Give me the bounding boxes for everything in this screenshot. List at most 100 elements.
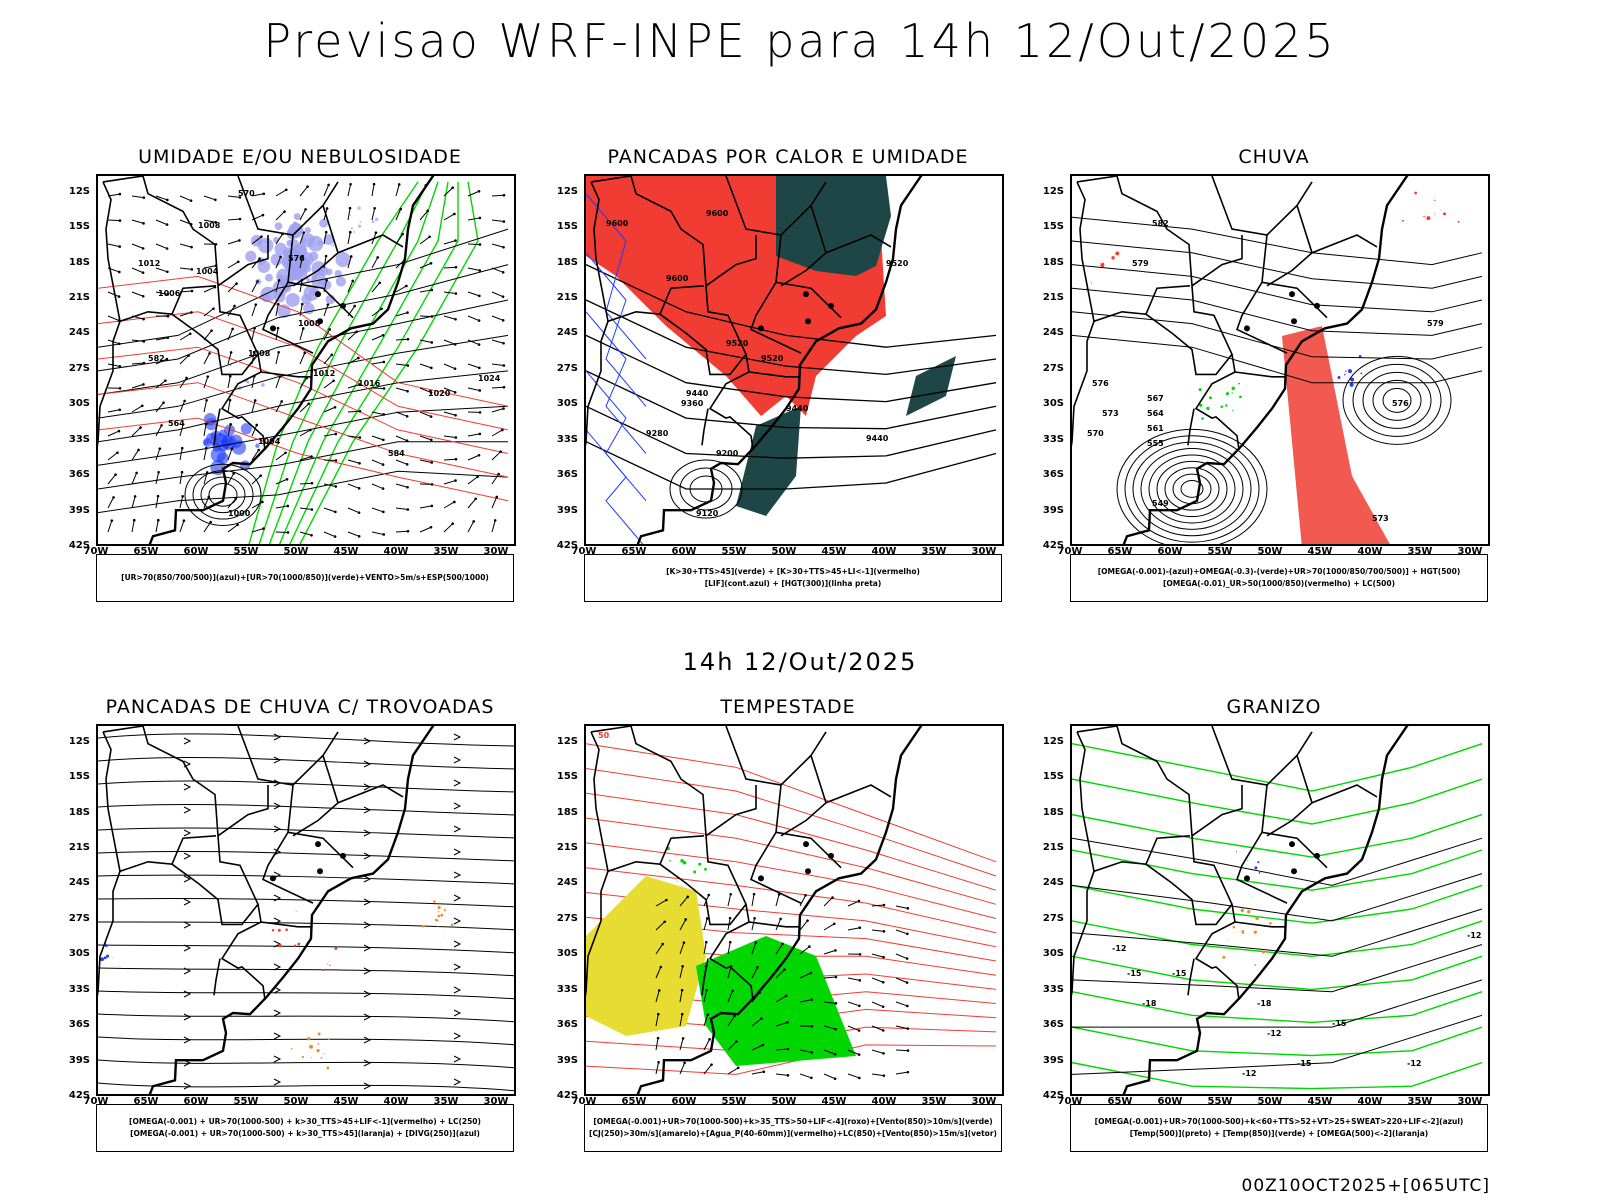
wind-vector: [275, 280, 280, 293]
lat-tick-label: 33S: [556, 433, 578, 445]
wind-vector: [491, 219, 504, 223]
map-frame[interactable]: 582 579 576 573 570 567 564 561 555 549 579 576 573: [1070, 174, 1490, 546]
rain-patch: [1232, 411, 1234, 413]
wind-vector: [227, 218, 241, 221]
contour-label: 1012: [313, 369, 335, 378]
wind-vector-head: [255, 423, 259, 427]
wind-vector-head: [430, 504, 434, 508]
wind-vector-head: [430, 483, 434, 486]
wind-vector-head: [372, 182, 376, 186]
wind-vector: [179, 355, 189, 365]
lon-tick-label: 40W: [383, 546, 409, 557]
wind-vector-head: [110, 519, 114, 522]
atlantic-coastline: [1122, 176, 1409, 544]
wind-vector-head: [132, 518, 136, 522]
lat-tick-label: 15S: [1042, 221, 1064, 233]
wind-vector: [395, 233, 404, 245]
map-frame[interactable]: [96, 724, 516, 1096]
lat-tick-label: 21S: [556, 292, 578, 303]
wind-vector-head: [207, 495, 211, 499]
lon-tick-label: 45W: [1307, 546, 1333, 557]
cloud-humidity-patch: [308, 288, 317, 296]
border-line: [1266, 802, 1313, 837]
map-frame[interactable]: 50: [584, 724, 1004, 1096]
wind-vector-head: [378, 281, 382, 285]
contour-label: 1008: [298, 319, 321, 328]
wind-vector: [347, 384, 360, 389]
wind-vector-head: [478, 294, 481, 298]
wind-vector-head: [310, 455, 313, 458]
wind-vector: [655, 966, 662, 979]
wind-vector-head: [382, 387, 386, 390]
lon-tick-label: 65W: [621, 546, 647, 557]
lat-tick-label: 39S: [556, 1054, 578, 1066]
wind-vector-head: [205, 398, 208, 402]
wind-vector: [299, 531, 312, 536]
wind-vector: [275, 256, 282, 269]
lon-tick-label: 70W: [1057, 546, 1083, 557]
wind-vector-head: [705, 988, 708, 992]
rain-patch: [1349, 382, 1354, 387]
lat-tick-label: 39S: [1042, 504, 1064, 516]
omega-patch: [1255, 916, 1259, 921]
temperature-500-contour: [1072, 979, 1483, 1028]
thickness-contour: [98, 275, 509, 407]
wind-vector-head: [118, 386, 122, 390]
contour-label: -15: [1297, 1059, 1312, 1068]
streamline-arrow: [453, 1032, 462, 1040]
lon-tick-label: 35W: [1407, 546, 1433, 557]
height-500-contour: [1124, 435, 1260, 543]
wind-vector: [251, 424, 258, 437]
wind-vector-head: [429, 415, 433, 418]
wind-vector: [275, 505, 288, 509]
wind-vector: [419, 363, 432, 369]
wind-vector-head: [786, 1047, 790, 1051]
cloud-humidity-patch: [359, 220, 362, 223]
isobar-line: [98, 370, 509, 443]
wind-vector: [251, 236, 262, 245]
wind-vector: [467, 363, 480, 369]
wind-vector: [179, 472, 183, 485]
divergence-patch: [104, 944, 108, 947]
cloud-humidity-patch: [349, 214, 352, 216]
wind-vector-head: [784, 994, 788, 998]
wind-vector-head: [156, 494, 160, 498]
temperature-850-contour: [1072, 743, 1483, 792]
contour-label: 1016: [358, 379, 381, 388]
wind-vector-head: [135, 471, 138, 475]
lat-tick-label: 42S: [556, 540, 578, 551]
thickness-contour: [98, 382, 509, 478]
border-line: [260, 371, 312, 378]
wind-vector: [107, 452, 118, 461]
wind-vector: [347, 208, 351, 221]
rain-patch: [1401, 219, 1404, 222]
streamline-arrow: [363, 1013, 372, 1021]
wind-vector: [131, 383, 144, 389]
map-frame[interactable]: 1008 1012 1004 1006 1008 1008 1012 1016 1020 1024…: [96, 174, 516, 546]
thunder-patch: [320, 1056, 323, 1059]
cloud-humidity-patch: [293, 213, 301, 221]
wind-vector-head: [189, 199, 193, 202]
wind-vector-head: [682, 941, 686, 944]
wind-vector-head: [833, 1077, 837, 1080]
wind-vector-head: [905, 981, 909, 984]
lon-tick-label: 30W: [971, 1096, 997, 1107]
wind-vector-head: [502, 193, 506, 197]
wind-vector-head: [376, 256, 379, 259]
contour-label: 576: [1092, 379, 1109, 388]
cloud-humidity-patch: [335, 252, 351, 268]
streamline: [98, 1082, 514, 1092]
wind-vector-head: [301, 254, 304, 258]
wind-vector-head: [358, 383, 361, 386]
thunder-patch: [443, 909, 446, 912]
wind-vector-head: [326, 303, 330, 306]
map-frame[interactable]: 9600 9600 9600 9520 9520 9520 9440 9440 9360 9280…: [584, 174, 1004, 546]
contour-label: 561: [1147, 424, 1164, 433]
wind-vector-head: [358, 436, 362, 439]
lon-tick-label: 30W: [1457, 1096, 1483, 1107]
wind-vector: [371, 208, 376, 221]
border-line: [98, 871, 121, 997]
map-frame[interactable]: -12 -15 -15 -18 -12 -12 -15 -18 -12 -15 -12: [1070, 724, 1490, 1096]
streamline: [98, 944, 514, 954]
border-line: [1296, 205, 1378, 254]
